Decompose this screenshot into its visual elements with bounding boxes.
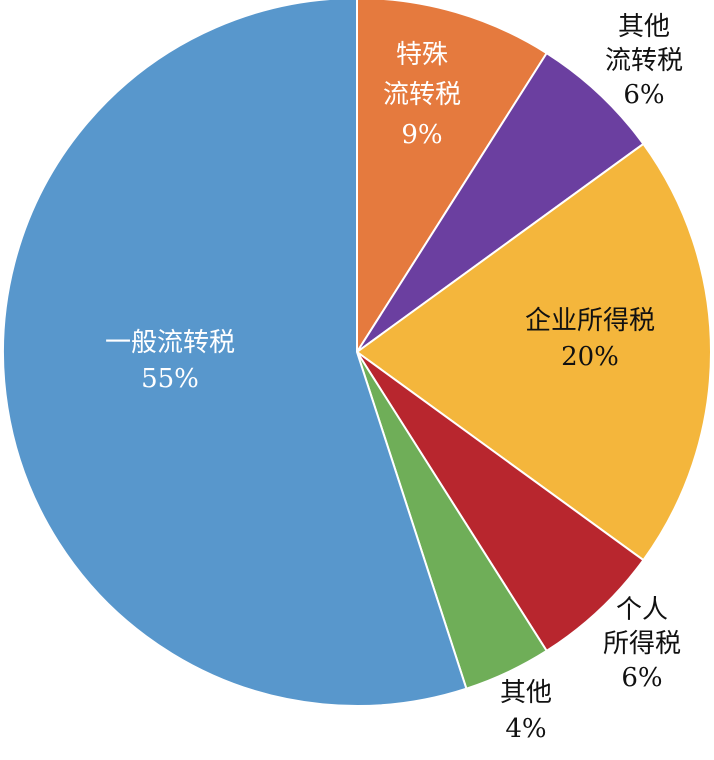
pie-labels: 特殊流转税 9%其他流转税 6%企业所得税 20%个人所得税 6%其他 4%一般流转税 55…	[105, 12, 683, 744]
pie-slice-1	[356, 0, 549, 356]
slice-label-line: 6%	[623, 80, 664, 110]
slice-label-line: 55%	[141, 364, 199, 394]
pie-slice-6	[2, 0, 468, 707]
slice-label-1: 特殊流转税 9%	[383, 40, 461, 150]
slice-label-line: 个人	[616, 595, 668, 625]
slice-label-line: 4%	[505, 714, 546, 744]
slice-label-line: 6%	[621, 663, 662, 693]
slice-label-line: 流转税	[605, 46, 683, 76]
slice-label-2: 其他流转税 6%	[605, 12, 683, 110]
slice-label-line: 特殊	[396, 40, 448, 70]
slice-label-line: 其他	[500, 678, 552, 708]
slice-label-6: 一般流转税 55%	[105, 328, 235, 394]
slice-label-line: 20%	[561, 342, 619, 372]
pie-slices	[2, 0, 712, 707]
slice-label-3: 企业所得税 20%	[525, 306, 655, 372]
pie-slice-4	[356, 351, 645, 653]
slice-label-5: 其他 4%	[500, 678, 552, 744]
slice-label-4: 个人所得税 6%	[603, 595, 681, 693]
slice-label-line: 9%	[401, 120, 442, 150]
slice-label-line: 所得税	[603, 629, 681, 659]
slice-label-line: 流转税	[383, 80, 461, 110]
slice-label-line: 一般流转税	[105, 328, 235, 358]
slice-label-line: 企业所得税	[525, 306, 655, 336]
pie-slice-3	[355, 142, 712, 562]
slice-label-line: 其他	[618, 12, 670, 42]
pie-slice-2	[356, 51, 645, 353]
